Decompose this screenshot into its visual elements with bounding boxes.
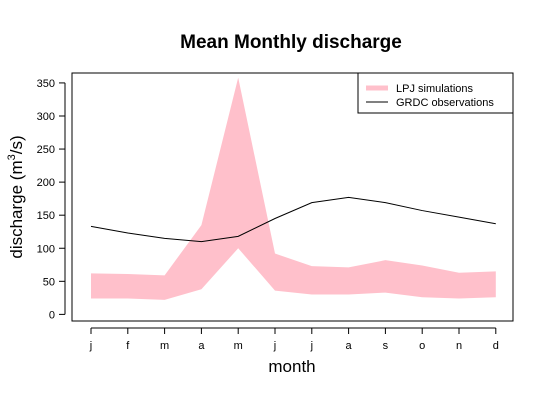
x-tick-label: o — [419, 340, 425, 352]
x-tick-label: j — [273, 340, 276, 352]
y-axis: 0 50 100 150 200 250 300 350 — [37, 78, 66, 321]
plot-frame — [71, 72, 514, 322]
legend-label-grdc: GRDC observations — [396, 97, 494, 109]
y-tick-label: 0 — [49, 309, 55, 321]
y-axis-label-tail: /s) — [7, 135, 26, 154]
x-tick-label: f — [126, 340, 130, 352]
legend-box — [357, 72, 514, 114]
x-tick-label: j — [310, 340, 313, 352]
x-tick-label: s — [383, 340, 389, 352]
x-tick-label: m — [234, 340, 243, 352]
y-axis-label-superscript: 3 — [6, 154, 18, 160]
y-axis-label: discharge (m3/s) — [6, 135, 26, 258]
y-tick-label: 200 — [37, 177, 55, 189]
x-tick-label: n — [456, 340, 462, 352]
series-band-lpj-simulations — [91, 77, 496, 300]
plot-area — [90, 77, 496, 300]
y-tick-label: 250 — [37, 144, 55, 156]
y-tick-label: 300 — [37, 111, 55, 123]
x-tick-label: a — [346, 340, 353, 352]
x-axis-label: month — [268, 357, 315, 376]
y-tick-label: 150 — [37, 210, 55, 222]
x-tick-label: d — [493, 340, 499, 352]
y-axis-label-main: discharge (m — [7, 160, 26, 258]
legend-label-lpj: LPJ simulations — [396, 83, 474, 95]
x-tick-label: m — [160, 340, 169, 352]
y-tick-label: 50 — [43, 276, 55, 288]
legend: LPJ simulations GRDC observations — [357, 72, 514, 114]
y-tick-label: 100 — [37, 243, 55, 255]
y-tick-label: 350 — [37, 78, 55, 90]
x-tick-label: a — [198, 340, 205, 352]
series-line-grdc-observations — [90, 196, 496, 243]
x-tick-label: j — [89, 340, 92, 352]
chart-title: Mean Monthly discharge — [180, 32, 402, 53]
